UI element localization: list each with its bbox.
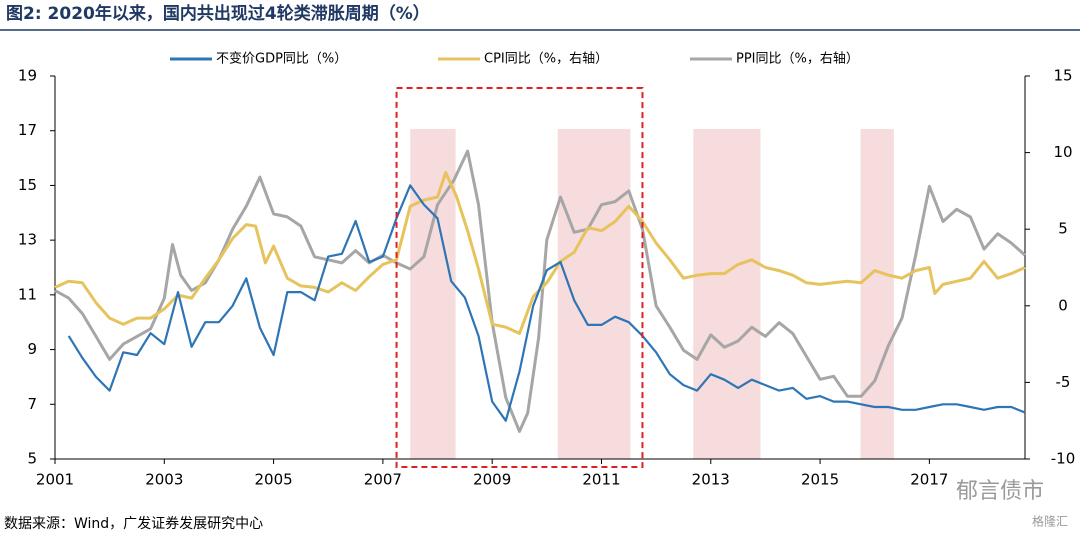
source: 数据来源：Wind，广发证券发展研究中心 <box>4 516 263 532</box>
shaded-period <box>693 129 761 459</box>
y-tick-label: 13 <box>18 231 37 249</box>
series-line <box>54 171 1026 335</box>
y2-tick-label: -10 <box>1051 450 1076 468</box>
y2-tick-label: 15 <box>1053 67 1072 85</box>
y2-tick-label: 10 <box>1053 143 1072 161</box>
y-tick-label: 9 <box>27 340 37 358</box>
shaded-period <box>557 129 631 459</box>
y-tick-label: 5 <box>27 450 37 468</box>
watermark: 格隆汇 <box>1032 514 1068 529</box>
shaded-period <box>410 129 456 459</box>
y2-tick-label: 5 <box>1058 220 1068 238</box>
watermark: 郁言债市 <box>956 479 1044 504</box>
y-tick-label: 11 <box>18 285 37 303</box>
y-tick-label: 19 <box>18 67 37 85</box>
y2-tick-label: -5 <box>1056 373 1071 391</box>
y-tick-label: 7 <box>27 395 37 413</box>
series-line <box>67 184 1026 422</box>
chart-title: 图2: 2020年以来，国内共出现过4轮类滞胀周期（%） <box>6 3 430 24</box>
x-tick-label: 2017 <box>910 471 948 489</box>
x-tick-label: 2001 <box>36 471 74 489</box>
shaded-period <box>860 129 894 459</box>
y-tick-label: 15 <box>18 176 37 194</box>
x-tick-label: 2015 <box>801 471 839 489</box>
y2-tick-label: 0 <box>1058 296 1068 314</box>
x-tick-label: 2003 <box>145 471 183 489</box>
y-tick-label: 17 <box>18 121 37 139</box>
highlight-box <box>395 87 644 468</box>
legend-label: PPI同比（%，右轴） <box>736 52 859 67</box>
x-tick-label: 2007 <box>364 471 402 489</box>
x-tick-label: 2011 <box>582 471 620 489</box>
x-tick-label: 2009 <box>473 471 511 489</box>
x-tick-label: 2013 <box>692 471 730 489</box>
series-line <box>54 149 1026 433</box>
x-tick-label: 2005 <box>254 471 292 489</box>
legend-label: 不变价GDP同比（%） <box>216 51 347 67</box>
legend-label: CPI同比（%，右轴） <box>484 52 608 67</box>
